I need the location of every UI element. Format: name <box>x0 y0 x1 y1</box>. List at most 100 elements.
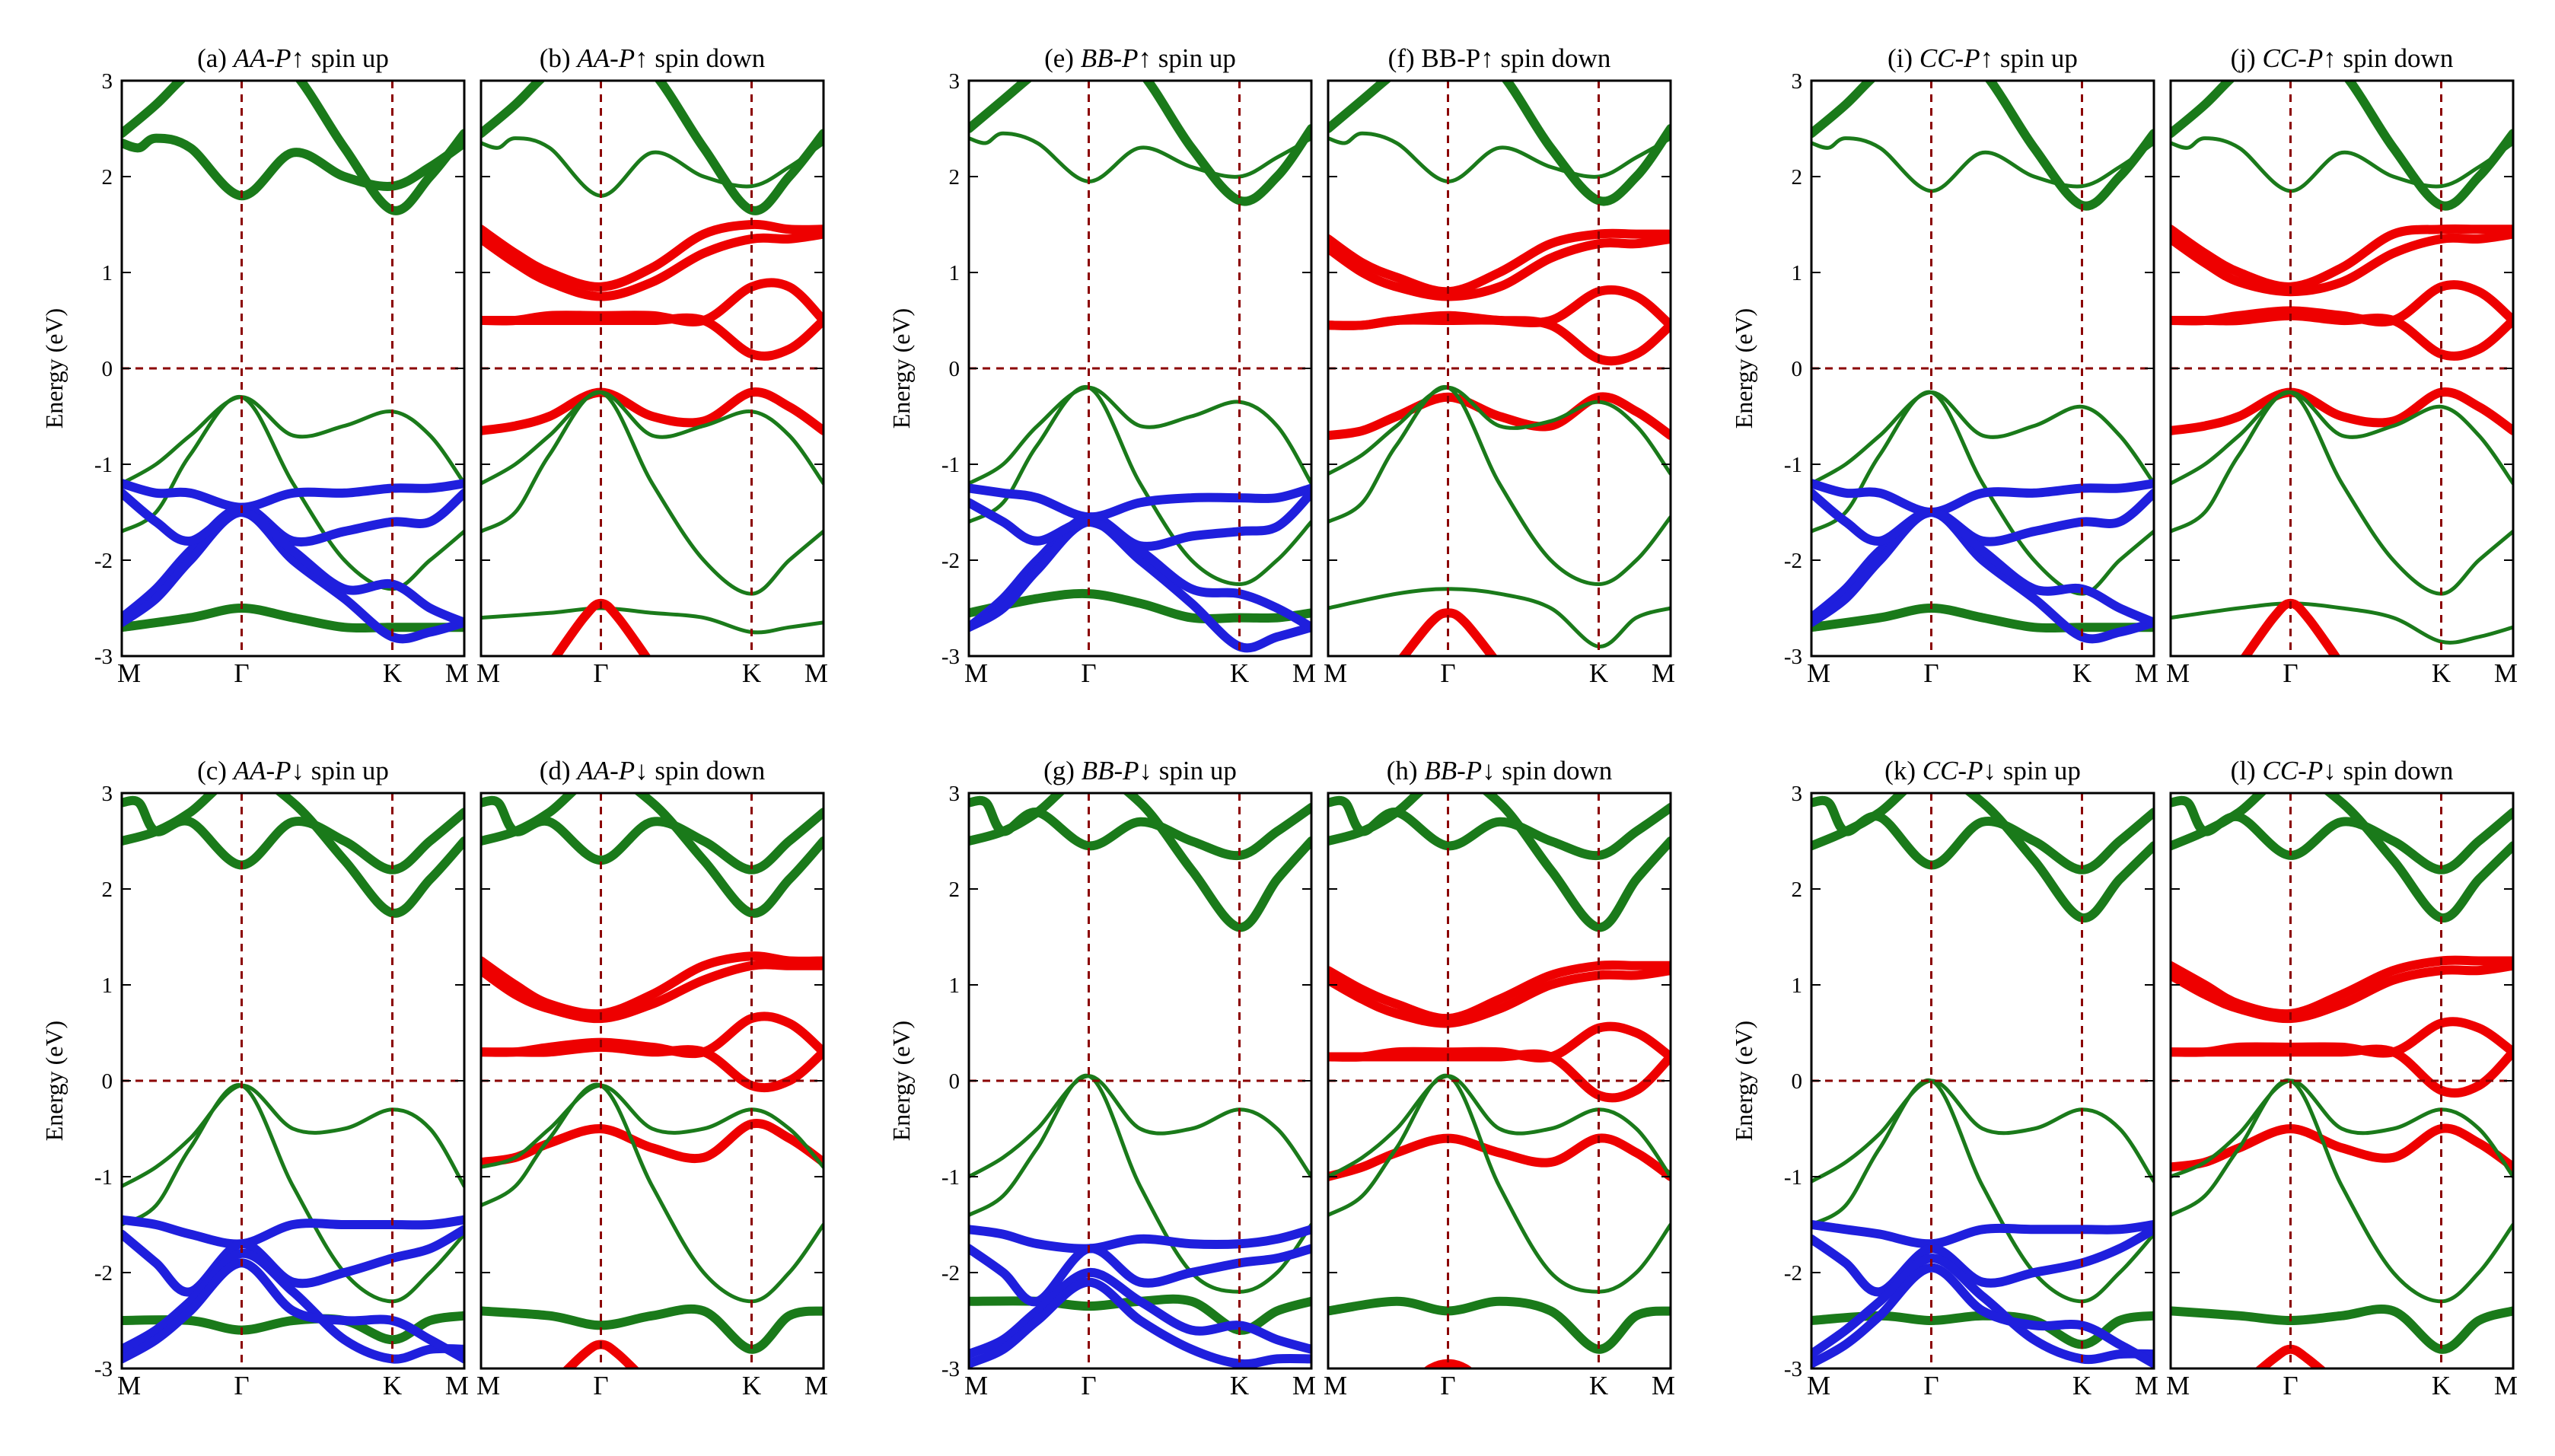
title-prefix: (e) <box>1044 43 1081 73</box>
band-g-8 <box>969 1277 1311 1368</box>
panel-title-f: (f) BB-P↑ spin down <box>1388 43 1611 73</box>
title-structure: CC-P <box>2262 43 2323 73</box>
band-i-7 <box>1811 508 2154 644</box>
panel-title-b: (b) AA-P↑ spin down <box>540 43 765 73</box>
band-c-5 <box>122 1215 464 1249</box>
ytick-label: 3 <box>949 782 961 806</box>
band-l-9 <box>2171 1305 2513 1354</box>
band-e-1 <box>969 131 1311 183</box>
ytick-label: -2 <box>94 549 113 573</box>
ytick-label: 3 <box>102 69 113 94</box>
kpoint-label: Γ <box>234 658 249 688</box>
title-structure: AA-P <box>575 43 635 73</box>
kpoint-label: Γ <box>1081 658 1096 688</box>
ytick-label: 0 <box>102 357 113 381</box>
title-prefix: (a) <box>197 43 234 73</box>
ytick-label: -2 <box>1784 549 1802 573</box>
title-suffix: spin up <box>1152 43 1236 73</box>
title-arrow: ↑ <box>1980 43 1994 73</box>
panel-a: (a) AA-P↑ spin up 3 2 1 0 -1 -2 -3 Energy (eV) M Γ… <box>40 43 469 688</box>
ytick-label: -2 <box>1784 1261 1802 1286</box>
band-e-5 <box>969 483 1311 522</box>
ytick-label: 0 <box>102 1069 113 1094</box>
ytick-label: -1 <box>1784 453 1802 477</box>
band-d-8 <box>481 1082 824 1304</box>
band-a-7 <box>122 508 464 644</box>
band-l-8 <box>2171 1078 2513 1304</box>
title-arrow: ↑ <box>635 43 648 73</box>
kpoint-label: K <box>383 1371 402 1400</box>
bands-k <box>1811 793 2154 1368</box>
title-suffix: spin down <box>2337 756 2454 785</box>
band-i-2 <box>1811 390 2154 486</box>
panel-j: (j) CC-P↑ spin down M Γ K M <box>2166 43 2518 688</box>
title-structure: BB-P <box>1082 756 1139 785</box>
ytick-label: -3 <box>94 645 113 669</box>
panel-title-h: (h) BB-P↓ spin down <box>1387 756 1612 785</box>
title-prefix: (k) <box>1884 756 1923 785</box>
band-i-6 <box>1811 488 2154 623</box>
panel-title-i: (i) CC-P↑ spin up <box>1888 43 2078 73</box>
kpoint-label: M <box>2166 658 2190 688</box>
band-e-7 <box>969 517 1311 653</box>
band-g-5 <box>969 1225 1311 1254</box>
ytick-label: 0 <box>1792 1069 1803 1094</box>
kpoint-label: M <box>1807 658 1830 688</box>
kpoint-label: Γ <box>1923 658 1939 688</box>
panel-k: (k) CC-P↓ spin up 3 2 1 0 -1 -2 -3 Energy (eV) M Γ… <box>1730 756 2158 1400</box>
title-prefix: (j) <box>2231 43 2263 73</box>
band-c-3 <box>122 1083 464 1304</box>
band-h-1 <box>1328 795 1671 861</box>
kpoint-label: M <box>2135 658 2158 688</box>
kpoint-label: K <box>1589 1371 1608 1400</box>
kpoint-label: M <box>964 1371 988 1400</box>
panel-i: (i) CC-P↑ spin up 3 2 1 0 -1 -2 -3 Energy (eV) M Γ… <box>1730 43 2158 688</box>
title-arrow: ↑ <box>1480 43 1494 73</box>
ytick-label: 1 <box>102 261 113 285</box>
kpoint-label: M <box>445 1371 469 1400</box>
title-structure: BB-P <box>1081 43 1139 73</box>
ytick-label: 2 <box>949 878 961 902</box>
band-f-9 <box>1328 587 1671 648</box>
kpoint-label: M <box>804 658 828 688</box>
kpoint-label: Γ <box>593 658 608 688</box>
band-f-8 <box>1328 385 1671 586</box>
ytick-label: -1 <box>94 453 113 477</box>
band-c-6 <box>122 1225 464 1297</box>
panel-d: (d) AA-P↓ spin down M Γ K M <box>476 756 828 1400</box>
band-f-6 <box>1328 392 1671 441</box>
ytick-label: -3 <box>941 1357 960 1381</box>
ytick-label: -1 <box>941 453 960 477</box>
band-b-8 <box>481 390 824 596</box>
band-i-3 <box>1811 390 2154 596</box>
band-g-3 <box>969 1073 1311 1294</box>
panel-title-l: (l) CC-P↓ spin down <box>2231 756 2454 785</box>
band-e-4 <box>969 588 1311 623</box>
title-suffix: spin down <box>2337 43 2454 73</box>
band-d-9 <box>481 1304 824 1354</box>
ytick-label: -1 <box>94 1165 113 1190</box>
title-suffix: spin up <box>1996 756 2081 785</box>
band-k-0 <box>1811 793 2154 922</box>
band-h-6 <box>1328 1133 1671 1181</box>
ytick-label: -3 <box>1784 645 1802 669</box>
band-f-1 <box>1328 131 1671 183</box>
band-j-0 <box>2171 81 2513 211</box>
ytick-label: 3 <box>1792 69 1803 94</box>
band-e-8 <box>969 498 1311 632</box>
kpoint-label: K <box>2432 1371 2451 1400</box>
band-b-0 <box>481 81 824 215</box>
band-c-2 <box>122 1083 464 1189</box>
title-prefix: (i) <box>1888 43 1919 73</box>
band-l-0 <box>2171 793 2513 922</box>
title-arrow: ↓ <box>635 756 648 785</box>
band-d-0 <box>481 793 824 918</box>
y-axis-label: Energy (eV) <box>887 308 915 429</box>
band-h-2 <box>1328 960 1671 1024</box>
kpoint-label: M <box>1292 1371 1316 1400</box>
band-b-9 <box>481 606 824 635</box>
title-structure: CC-P <box>2262 756 2323 785</box>
band-a-6 <box>122 488 464 623</box>
bands-d <box>481 793 824 1368</box>
